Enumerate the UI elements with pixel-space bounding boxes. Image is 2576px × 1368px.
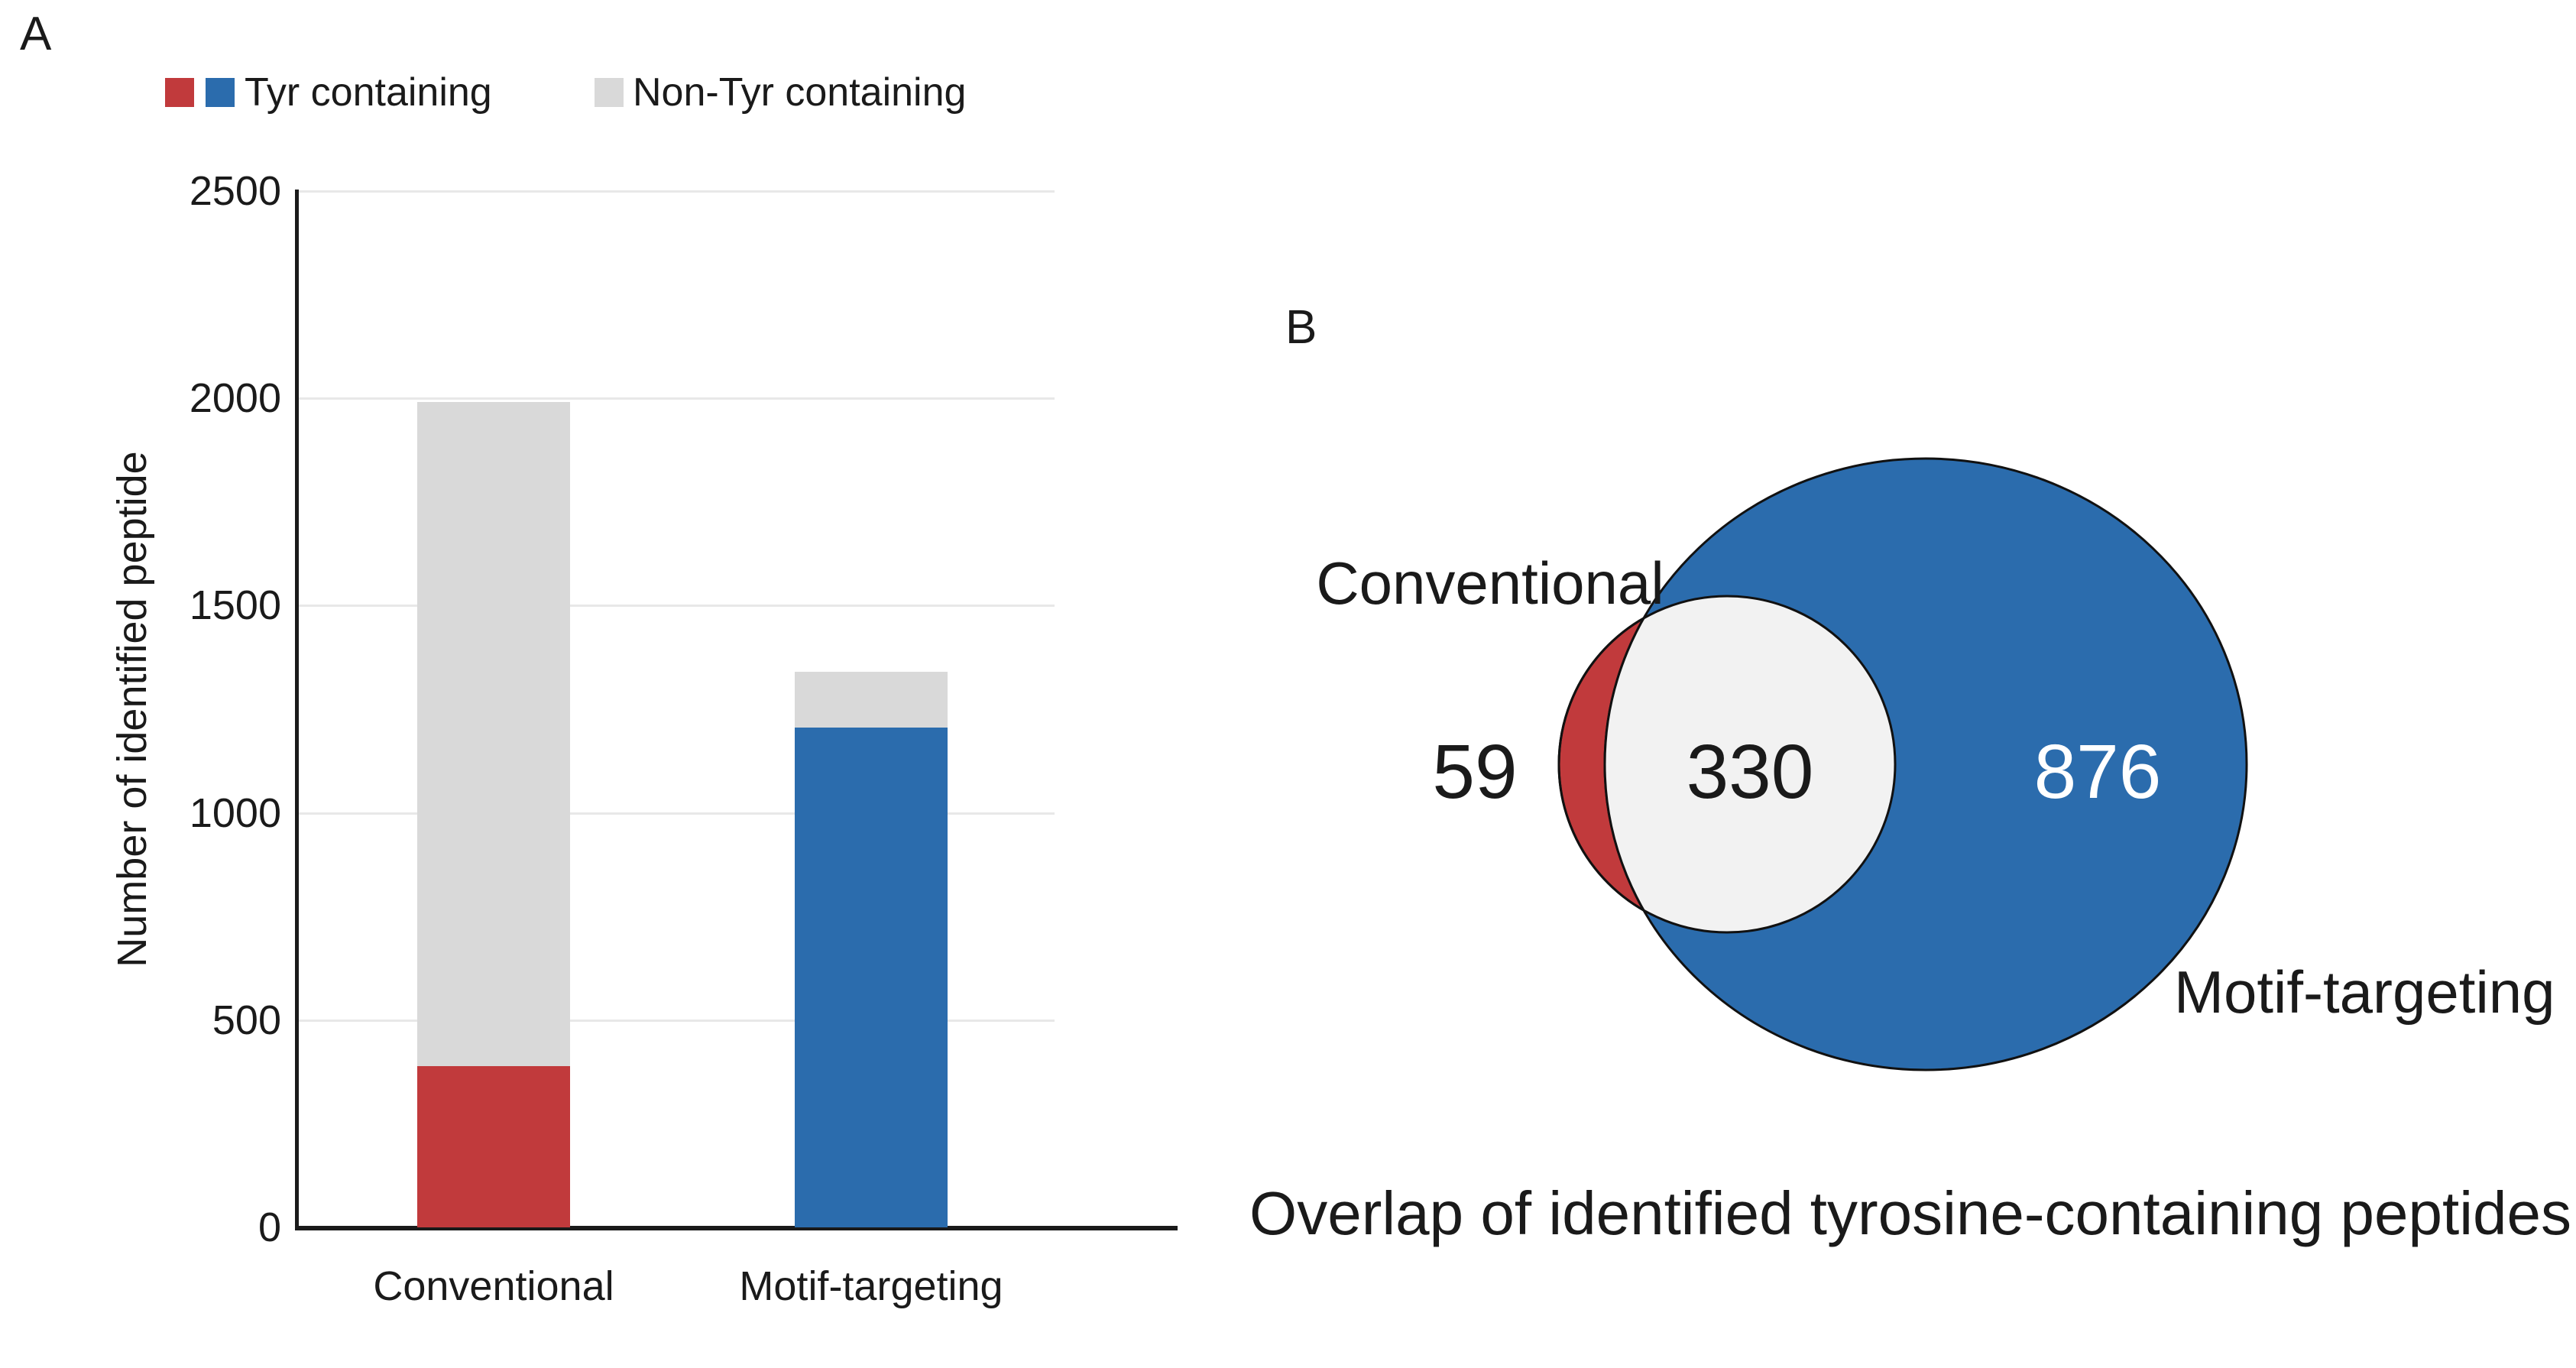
bar-segment-conventional-tyr-containing — [417, 1066, 570, 1227]
bar-segment-conventional-non-tyr-containing — [417, 402, 570, 1066]
venn-diagram: 59 330 876 Conventional Motif-targeting … — [1249, 457, 2571, 1247]
venn-label-motif-targeting: Motif-targeting — [2174, 958, 2555, 1026]
gridline-1500 — [298, 605, 1055, 608]
panel-a-label: A — [20, 8, 52, 60]
gridline-500 — [298, 1019, 1055, 1022]
x-axis-line — [295, 1226, 1178, 1230]
y-tick-label-1000: 1000 — [189, 789, 281, 836]
y-tick-label-2000: 2000 — [189, 375, 281, 422]
y-axis-title: Number of identified peptide — [109, 451, 155, 968]
gridline-2000 — [298, 397, 1055, 400]
gridline-1000 — [298, 812, 1055, 815]
legend-swatch-tyr-red — [165, 78, 194, 107]
legend-swatch-nontyr-gray — [595, 78, 624, 107]
y-tick-label-2500: 2500 — [189, 168, 281, 214]
y-axis-line — [295, 190, 299, 1227]
legend-label-nontyr: Non-Tyr containing — [633, 70, 967, 115]
venn-overlap-region — [1603, 596, 1895, 932]
x-tick-label-motif-targeting: Motif-targeting — [739, 1263, 1003, 1309]
venn-conventional-outline — [1557, 595, 1897, 934]
bar-segment-motif-targeting-tyr-containing — [795, 727, 948, 1227]
venn-count-overlap: 330 — [1687, 729, 1814, 815]
x-tick-label-conventional: Conventional — [373, 1263, 614, 1309]
venn-caption: Overlap of identified tyrosine-containin… — [1249, 1179, 2571, 1247]
y-tick-label-500: 500 — [212, 997, 281, 1043]
panel-b-label: B — [1285, 301, 1317, 354]
y-tick-label-0: 0 — [258, 1204, 281, 1250]
legend-label-tyr: Tyr containing — [245, 70, 492, 115]
y-tick-label-1500: 1500 — [189, 582, 281, 629]
venn-count-motif-only: 876 — [2034, 729, 2162, 815]
legend-swatch-tyr-blue — [206, 78, 235, 107]
venn-count-conventional-only: 59 — [1432, 729, 1517, 815]
gridline-2500 — [298, 190, 1055, 193]
bar-segment-motif-targeting-non-tyr-containing — [795, 672, 948, 728]
venn-label-conventional: Conventional — [1316, 549, 1664, 617]
